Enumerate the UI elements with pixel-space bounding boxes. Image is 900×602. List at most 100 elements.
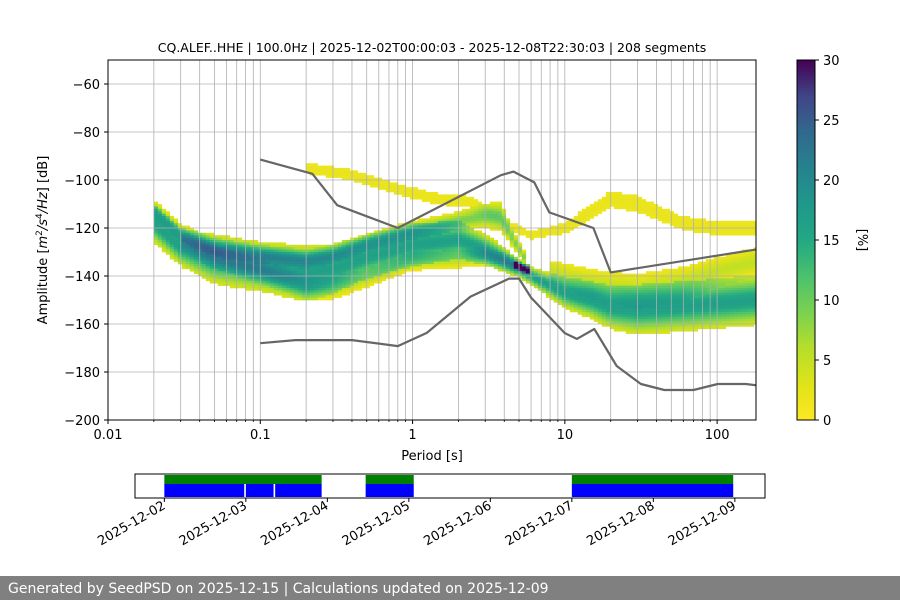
heatmap-cell — [569, 225, 575, 229]
plot-area: 0.01 0.1 1 10 100 −60−80−100−120−140−160−180… — [64, 59, 757, 443]
heatmap-cell — [441, 259, 447, 262]
heatmap-cell — [233, 268, 239, 272]
heatmap-cell — [569, 304, 575, 308]
heatmap-cell — [269, 264, 275, 267]
heatmap-cell — [237, 280, 243, 284]
heatmap-cell — [261, 290, 267, 294]
heatmap-cell — [737, 307, 743, 310]
heatmap-cell — [481, 218, 487, 222]
heatmap-cell — [453, 266, 459, 270]
heatmap-cell — [717, 290, 723, 294]
heatmap-cell — [309, 290, 315, 294]
heatmap-cell — [705, 302, 711, 306]
heatmap-cell — [389, 271, 395, 274]
heatmap-cell — [473, 206, 479, 210]
heatmap-cell — [693, 266, 699, 270]
heatmap-cell — [317, 280, 323, 284]
heatmap-cell — [633, 285, 639, 289]
heatmap-cell — [289, 264, 295, 267]
heatmap-cell — [433, 232, 439, 236]
heatmap-cell — [321, 252, 327, 255]
heatmap-cell — [313, 261, 319, 265]
heatmap-cell — [453, 228, 459, 231]
heatmap-cell — [181, 237, 187, 241]
heatmap-cell — [753, 276, 756, 279]
heatmap-cell — [297, 247, 303, 250]
heatmap-cell — [469, 216, 475, 219]
heatmap-cell — [157, 225, 163, 229]
heatmap-cell — [553, 292, 559, 296]
heatmap-cell — [341, 172, 347, 176]
heatmap-cell — [369, 254, 375, 258]
heatmap-cell — [657, 300, 663, 303]
heatmap-cell — [329, 175, 335, 178]
heatmap-cell — [749, 302, 755, 306]
heatmap-cell — [717, 278, 723, 282]
heatmap-cell — [701, 228, 707, 231]
heatmap-cell — [313, 170, 319, 174]
heatmap-cell — [329, 290, 335, 294]
heatmap-cell — [505, 259, 511, 262]
heatmap-cell — [253, 268, 259, 272]
heatmap-cell — [341, 259, 347, 262]
heatmap-cell — [653, 211, 659, 214]
heatmap-cell — [281, 280, 287, 284]
heatmap-cell — [645, 276, 651, 279]
heatmap-cell — [753, 220, 756, 224]
heatmap-cell — [645, 309, 651, 313]
heatmap-cell — [297, 297, 303, 301]
heatmap-cell — [497, 223, 503, 226]
heatmap-cell — [213, 259, 219, 262]
heatmap-cell — [181, 259, 187, 262]
heatmap-cell — [493, 242, 499, 246]
heatmap-cell — [245, 244, 251, 248]
heatmap-cell — [225, 252, 231, 255]
heatmap-cell — [641, 208, 647, 212]
heatmap-cell — [205, 278, 211, 282]
heatmap-cell — [273, 249, 279, 253]
heatmap-cell — [613, 300, 619, 303]
heatmap-cell — [217, 254, 223, 258]
heatmap-cell — [473, 237, 479, 241]
heatmap-cell — [753, 283, 756, 286]
heatmap-cell — [233, 285, 239, 289]
heatmap-cell — [209, 242, 215, 246]
heatmap-cell — [229, 266, 235, 270]
heatmap-cell — [745, 283, 751, 286]
heatmap-cell — [429, 199, 435, 202]
heatmap-cell — [649, 316, 655, 320]
heatmap-cell — [613, 312, 619, 315]
heatmap-cell — [453, 252, 459, 255]
heatmap-cell — [745, 268, 751, 272]
heatmap-cell — [285, 244, 291, 248]
heatmap-cell — [297, 278, 303, 282]
heatmap-cell — [153, 216, 159, 219]
heatmap-cell — [429, 256, 435, 260]
heatmap-cell — [705, 300, 711, 303]
heatmap-cell — [317, 254, 323, 258]
heatmap-cell — [617, 192, 623, 195]
heatmap-cell — [621, 280, 627, 284]
heatmap-cell — [185, 247, 191, 250]
heatmap-cell — [217, 264, 223, 267]
heatmap-cell — [717, 321, 723, 325]
heatmap-cell — [609, 278, 615, 282]
heatmap-cell — [729, 280, 735, 284]
heatmap-cell — [661, 312, 667, 315]
heatmap-cell — [609, 300, 615, 303]
heatmap-cell — [457, 201, 463, 205]
heatmap-cell — [477, 252, 483, 255]
heatmap-cell — [473, 256, 479, 260]
heatmap-cell — [613, 199, 619, 202]
heatmap-cell — [609, 273, 615, 277]
heatmap-cell — [745, 307, 751, 310]
heatmap-cell — [573, 292, 579, 296]
heatmap-cell — [461, 232, 467, 236]
heatmap-cell — [609, 312, 615, 315]
heatmap-cell — [517, 244, 523, 248]
heatmap-cell — [637, 280, 643, 284]
heatmap-cell — [157, 228, 163, 231]
heatmap-cell — [753, 266, 756, 270]
heatmap-cell — [557, 297, 563, 301]
heatmap-cell — [309, 163, 315, 166]
